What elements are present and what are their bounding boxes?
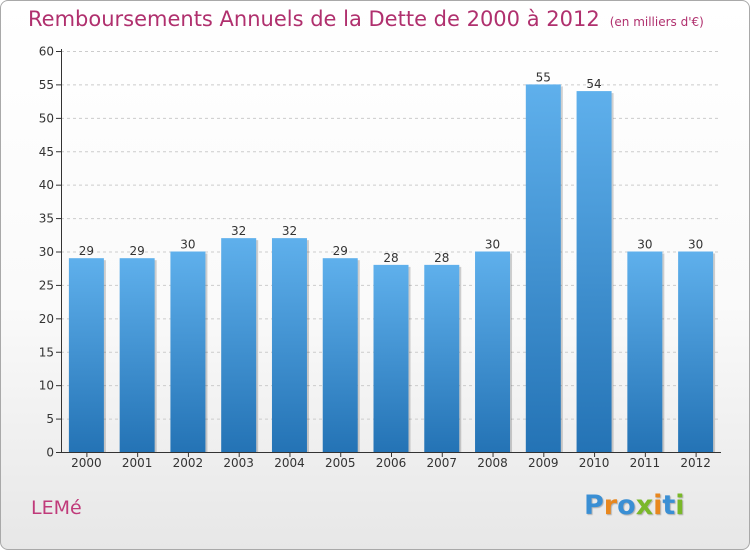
x-tick-label: 2010	[579, 456, 610, 470]
x-tick-label: 2012	[680, 456, 711, 470]
bar-value-label: 30	[180, 238, 195, 252]
bar-value-label: 30	[485, 238, 500, 252]
chart-title-text: Remboursements Annuels de la Dette de 20…	[28, 7, 600, 31]
x-tick-label: 2007	[426, 456, 457, 470]
x-tick-label: 2011	[630, 456, 661, 470]
bar-value-label: 54	[586, 77, 601, 91]
x-tick-label: 2006	[376, 456, 407, 470]
bar	[576, 91, 612, 452]
x-tick-label: 2000	[71, 456, 102, 470]
bar-value-label: 32	[282, 224, 297, 238]
bar	[322, 258, 358, 452]
bar-value-label: 30	[637, 238, 652, 252]
bar-value-label: 29	[79, 244, 94, 258]
y-tick-label: 10	[39, 379, 54, 393]
y-tick-label: 15	[39, 345, 54, 359]
bar-value-label: 28	[434, 251, 449, 265]
y-tick-label: 0	[46, 446, 54, 460]
logo-letter: r	[603, 490, 618, 521]
logo-letter: P	[584, 490, 604, 521]
logo-letter: t	[662, 490, 676, 521]
bar	[678, 251, 714, 452]
bar	[68, 258, 104, 452]
bar	[170, 251, 206, 452]
logo-letter: i	[675, 490, 685, 521]
bars: 29 29 30 32 32 29 28 28 30 55 54 30 30	[68, 70, 716, 453]
chart-unit: (en milliers d'€)	[609, 15, 704, 29]
y-tick-label: 50	[39, 111, 54, 125]
commune-name: LEMé	[31, 497, 82, 519]
x-tick-label: 2001	[122, 456, 153, 470]
axes: 0 5 10 15 20 25 30 35 40 45 50 55 60 2000 2001 2002 2003…	[39, 45, 721, 470]
bar	[221, 238, 257, 452]
bar	[525, 84, 561, 453]
bar	[627, 251, 663, 452]
bar-value-label: 30	[688, 238, 703, 252]
x-tick-label: 2002	[173, 456, 204, 470]
x-tick-label: 2004	[274, 456, 305, 470]
bar-value-label: 55	[536, 70, 551, 84]
logo-letter: x	[635, 490, 654, 521]
bar-value-label: 32	[231, 224, 246, 238]
bar-value-label: 29	[333, 244, 348, 258]
proxiti-logo: Proxiti	[584, 490, 685, 521]
bar	[119, 258, 155, 452]
x-tick-label: 2009	[528, 456, 559, 470]
bar	[424, 264, 460, 452]
y-tick-label: 55	[39, 78, 54, 92]
y-tick-label: 25	[39, 278, 54, 292]
bar-value-label: 29	[130, 244, 145, 258]
y-tick-label: 20	[39, 312, 54, 326]
bar	[271, 238, 307, 452]
y-tick-label: 60	[39, 45, 54, 59]
chart-title: Remboursements Annuels de la Dette de 20…	[28, 7, 704, 31]
y-tick-label: 45	[39, 145, 54, 159]
x-tick-label: 2008	[477, 456, 508, 470]
bar-value-label: 28	[383, 251, 398, 265]
bar	[373, 264, 409, 452]
y-tick-label: 5	[46, 412, 54, 426]
x-tick-label: 2005	[325, 456, 356, 470]
logo-letter: i	[653, 490, 663, 521]
logo-letter: o	[617, 490, 636, 521]
x-tick-label: 2003	[223, 456, 254, 470]
y-tick-label: 35	[39, 212, 54, 226]
y-tick-label: 30	[39, 245, 54, 259]
bar	[475, 251, 511, 452]
y-tick-label: 40	[39, 178, 54, 192]
